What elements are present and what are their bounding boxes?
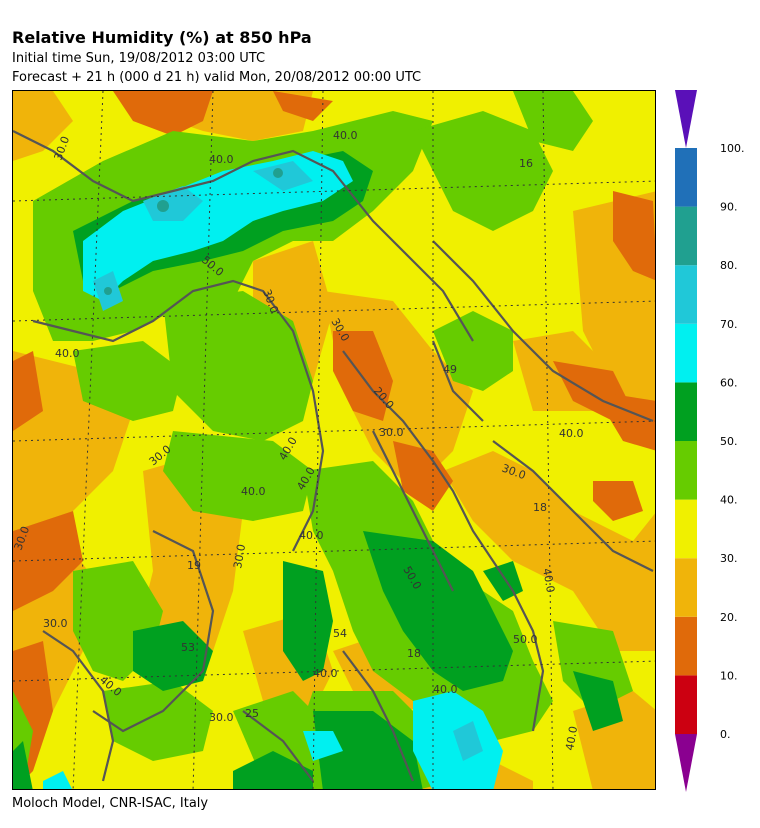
contour-label: 30.0 xyxy=(209,711,234,724)
contour-label: 40.0 xyxy=(540,567,557,593)
legend-swatch xyxy=(675,323,697,383)
legend-tick-label: 20. xyxy=(720,611,738,624)
dark-orange-regions xyxy=(13,91,655,789)
contour-label: 40.0 xyxy=(313,667,338,680)
legend-tick-label: 10. xyxy=(720,669,738,682)
legend-over-arrow xyxy=(675,90,697,148)
teal-specks xyxy=(104,168,283,295)
contour-label: 40.0 xyxy=(241,485,266,498)
contour-label: 40.0 xyxy=(433,683,458,696)
contour-label: 40.0 xyxy=(333,129,358,142)
contour-label: 49 xyxy=(443,363,457,376)
turquoise-patches xyxy=(93,161,483,761)
map-title: Relative Humidity (%) at 850 hPa xyxy=(12,28,312,47)
contour-label: 50.0 xyxy=(513,633,538,646)
contour-label: 18 xyxy=(407,647,421,660)
legend-bar: 0. 10. 20. 30. 40. 50. 60. 70. 80. 90. 100. xyxy=(675,90,745,792)
legend-tick-label: 0. xyxy=(720,728,731,741)
legend-swatch xyxy=(675,558,697,617)
legend-swatch xyxy=(675,382,697,441)
graticule xyxy=(13,91,655,789)
contour-label: 40.0 xyxy=(563,725,580,751)
contour-label: 18 xyxy=(533,501,547,514)
contour-label: 40.0 xyxy=(55,347,80,360)
color-legend: 0. 10. 20. 30. 40. 50. 60. 70. 80. 90. 100. xyxy=(670,88,760,794)
legend-tick-label: 90. xyxy=(720,201,738,214)
legend-tick-label: 80. xyxy=(720,259,738,272)
legend-tick-label: 100. xyxy=(720,142,745,155)
contour-label: 30.0 xyxy=(43,617,68,630)
legend-swatch xyxy=(675,675,697,734)
humidity-map[interactable]: 40.0 30.0 40.0 16 30.0 50.0 40.0 30.0 49… xyxy=(12,90,656,790)
legend-tick-label: 30. xyxy=(720,552,738,565)
contour-label: 30.0 xyxy=(379,426,404,439)
initial-time-label: Initial time Sun, 19/08/2012 03:00 UTC xyxy=(12,51,266,66)
legend-tick-label: 40. xyxy=(720,494,738,507)
contour-label: 19 xyxy=(187,559,201,572)
contour-label: 25 xyxy=(245,707,259,720)
legend-swatch xyxy=(675,616,697,676)
legend-swatch xyxy=(675,499,697,559)
contour-label: 30.0 xyxy=(231,543,248,569)
coastlines xyxy=(13,130,654,782)
model-credit: Moloch Model, CNR-ISAC, Italy xyxy=(12,796,209,811)
legend-under-arrow xyxy=(675,734,697,792)
legend-swatch xyxy=(675,148,697,207)
legend-tick-label: 60. xyxy=(720,376,738,389)
contour-label: 54 xyxy=(333,627,347,640)
humidity-map-canvas: 40.0 30.0 40.0 16 30.0 50.0 40.0 30.0 49… xyxy=(13,91,655,789)
contour-labels: 40.0 30.0 40.0 16 30.0 50.0 40.0 30.0 49… xyxy=(13,129,584,752)
legend-tick-label: 70. xyxy=(720,318,738,331)
contour-label: 16 xyxy=(519,157,533,170)
legend-ticks: 0. 10. 20. 30. 40. 50. 60. 70. 80. 90. 100. xyxy=(720,142,745,741)
legend-swatch xyxy=(675,441,697,500)
legend-swatch xyxy=(675,265,697,324)
contour-label: 40.0 xyxy=(559,427,584,440)
contour-label: 53 xyxy=(181,641,195,654)
forecast-label: Forecast + 21 h (000 d 21 h) valid Mon, … xyxy=(12,70,422,85)
legend-tick-label: 50. xyxy=(720,435,738,448)
legend-swatches xyxy=(675,148,697,734)
legend-swatch xyxy=(675,206,697,266)
contour-label: 40.0 xyxy=(209,153,234,166)
contour-label: 40.0 xyxy=(299,529,324,542)
